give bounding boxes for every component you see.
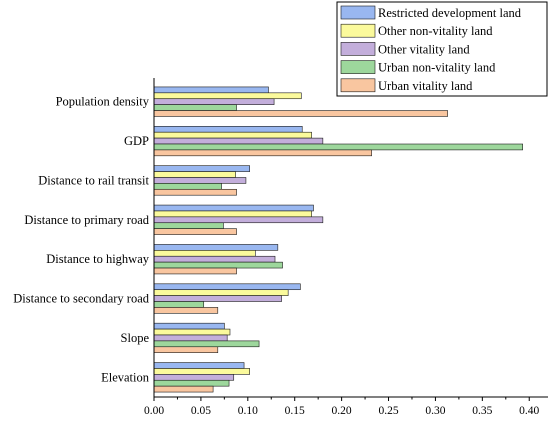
bar-2-5 <box>153 250 256 257</box>
x-tick-label: 0.20 <box>332 405 352 417</box>
legend-swatch <box>340 5 376 20</box>
x-tick-label: 0.15 <box>285 405 305 417</box>
category-label: Distance to highway <box>46 252 150 266</box>
legend-label: Urban non-vitality land <box>378 61 496 75</box>
category-labels: Population density GDP Distance to rail tr… <box>13 95 149 385</box>
category-label: Distance to secondary road <box>13 292 149 306</box>
bar-2-4 <box>153 210 312 218</box>
bar-4-4 <box>153 222 224 229</box>
bar-3-7 <box>153 334 228 342</box>
legend: Restricted development land Other non-vit… <box>336 1 548 97</box>
bar-2-8 <box>153 368 250 375</box>
legend-label: Restricted development land <box>378 6 522 20</box>
bar-5-1 <box>153 110 448 117</box>
bar-3-6 <box>153 295 282 302</box>
legend-swatch <box>340 42 376 56</box>
bar-2-2 <box>153 131 312 139</box>
bar-5-5 <box>153 267 237 275</box>
bar-5-7 <box>153 346 219 353</box>
bar-1-5 <box>153 244 279 251</box>
legend-swatch <box>340 23 376 38</box>
bar-2-7 <box>153 328 231 336</box>
legend-label: Other vitality land <box>378 42 470 56</box>
bar-1-8 <box>153 362 245 369</box>
legend-label: Urban vitality land <box>378 79 473 93</box>
category-label: Slope <box>121 331 150 345</box>
x-tick-label: 0.10 <box>238 405 258 417</box>
bar-2-6 <box>153 289 289 296</box>
bar-4-2 <box>153 143 523 151</box>
bar-3-3 <box>153 177 247 184</box>
legend-swatch <box>340 60 376 74</box>
bar-3-5 <box>153 255 276 263</box>
bar-4-3 <box>153 183 222 190</box>
bar-4-8 <box>153 379 230 387</box>
x-tick-label: 0.40 <box>519 405 539 417</box>
bar-1-7 <box>153 322 225 330</box>
category-label: Population density <box>56 95 150 109</box>
bar-1-2 <box>153 126 303 133</box>
x-tick-label: 0.30 <box>425 405 445 417</box>
bar-5-6 <box>153 307 219 314</box>
bar-1-4 <box>153 204 314 212</box>
category-label: Distance to primary road <box>24 213 149 227</box>
category-label: GDP <box>124 134 149 148</box>
bar-5-4 <box>153 228 237 235</box>
x-axis: 0.00 0.05 0.10 0.15 0.20 0.25 0.30 0.35 0.40 <box>144 78 548 417</box>
legend-label: Other non-vitality land <box>378 24 493 38</box>
bar-3-1 <box>153 98 275 105</box>
bar-5-8 <box>153 385 214 393</box>
bar-4-1 <box>153 104 237 111</box>
x-tick-label: 0.00 <box>144 405 164 417</box>
bar-1-6 <box>153 283 301 291</box>
category-label: Distance to rail transit <box>38 173 149 187</box>
bars-group <box>153 86 523 393</box>
bar-1-3 <box>153 165 250 172</box>
bar-4-5 <box>153 261 283 269</box>
bar-4-6 <box>153 301 205 308</box>
bar-4-7 <box>153 340 260 348</box>
x-tick-label: 0.05 <box>191 405 211 417</box>
bar-3-4 <box>153 216 324 224</box>
bar-3-2 <box>153 137 324 145</box>
bar-2-1 <box>153 92 302 100</box>
legend-swatch <box>340 78 376 93</box>
bar-1-1 <box>153 86 269 94</box>
bar-5-2 <box>153 149 372 157</box>
x-tick-label: 0.25 <box>378 405 398 417</box>
bar-5-3 <box>153 188 237 196</box>
bar-2-3 <box>153 171 236 178</box>
bar-3-8 <box>153 374 235 381</box>
category-label: Elevation <box>101 370 150 384</box>
x-tick-label: 0.35 <box>472 405 492 417</box>
